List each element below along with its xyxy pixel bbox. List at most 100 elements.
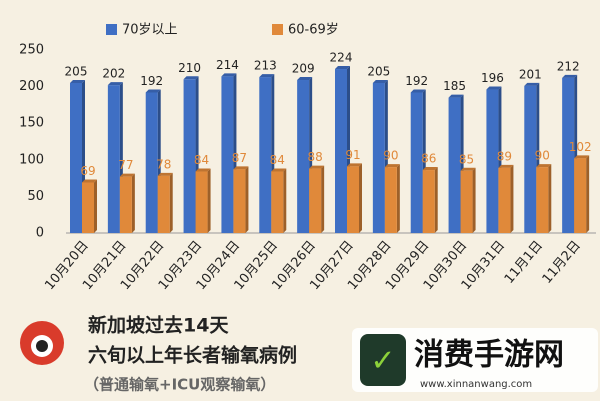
value-label: 69 [80, 164, 95, 178]
bar-depth [94, 179, 97, 233]
bar-depth [536, 164, 552, 168]
bar-depth [131, 173, 135, 233]
watermark-box [352, 328, 598, 392]
value-label: 205 [65, 64, 88, 78]
value-label: 214 [216, 58, 239, 72]
value-label: 102 [569, 140, 592, 154]
bar [574, 158, 587, 233]
bar [524, 85, 537, 233]
y-tick-label: 200 [19, 79, 44, 94]
bar-depth [183, 76, 199, 80]
bar-depth [460, 167, 476, 171]
bar [460, 170, 473, 233]
value-label: 185 [443, 79, 466, 93]
bar-depth [221, 73, 237, 77]
bar-depth [157, 172, 173, 176]
value-label: 87 [232, 151, 247, 165]
caption-line: 新加坡过去14天 [88, 314, 229, 337]
bar [498, 167, 511, 233]
watermark-logo-mark: ✓ [370, 344, 395, 379]
bar-depth [321, 165, 325, 233]
bar [422, 170, 435, 233]
bar-depth [586, 155, 590, 233]
value-label: 90 [383, 149, 398, 163]
bar [372, 82, 385, 233]
value-label: 89 [497, 149, 512, 163]
bar [562, 77, 575, 233]
bar [157, 175, 170, 233]
bar-depth [195, 168, 211, 172]
bar-depth [107, 82, 123, 86]
legend-swatch [106, 24, 117, 35]
bar [107, 85, 120, 233]
caption-line: （普通输氧+ICU观察输氧） [84, 376, 275, 394]
bar-depth [486, 86, 502, 90]
bar [486, 89, 499, 233]
bar [145, 92, 158, 234]
value-label: 213 [254, 59, 277, 73]
watermark-title: 消费手游网 [414, 338, 564, 373]
bar-depth [309, 165, 325, 169]
value-label: 196 [481, 71, 504, 85]
value-label: 192 [140, 74, 163, 88]
bar [347, 166, 359, 233]
bar-depth [207, 168, 211, 233]
y-tick-label: 150 [19, 116, 44, 131]
bar-depth [434, 167, 438, 233]
value-label: 78 [156, 157, 171, 171]
bar-depth [448, 94, 464, 98]
value-label: 84 [270, 153, 285, 167]
bar-depth [70, 79, 85, 83]
bar [221, 76, 234, 234]
bar [183, 79, 196, 233]
value-label: 84 [194, 153, 209, 167]
value-label: 77 [118, 158, 133, 172]
bar-depth [145, 89, 161, 93]
y-tick-label: 50 [27, 189, 44, 204]
value-label: 202 [102, 67, 125, 81]
bar [70, 82, 82, 233]
y-tick-label: 100 [19, 152, 44, 167]
bar-depth [335, 66, 350, 70]
bar [448, 97, 461, 233]
bar-depth [372, 79, 388, 83]
bar-depth [233, 166, 249, 170]
bar-depth [82, 179, 97, 183]
bar [536, 167, 549, 233]
value-label: 224 [330, 51, 353, 65]
bar-depth [283, 168, 287, 233]
y-tick-label: 0 [36, 226, 44, 241]
value-label: 86 [421, 152, 436, 166]
bar-depth [169, 172, 173, 233]
value-label: 90 [535, 149, 550, 163]
y-tick-label: 250 [19, 43, 44, 58]
bar-depth [574, 155, 590, 159]
value-label: 209 [292, 62, 315, 76]
bar-depth [347, 163, 362, 167]
bar [297, 80, 310, 234]
bar [119, 176, 132, 233]
bar-depth [510, 164, 514, 233]
bar-depth [396, 164, 400, 233]
bar [233, 169, 246, 233]
bar [82, 182, 94, 233]
bar-depth [259, 74, 275, 78]
bar-depth [245, 166, 249, 233]
bar [259, 77, 272, 233]
bar [335, 69, 347, 233]
watermark-url: www.xinnanwang.com [420, 379, 532, 390]
bar-depth [498, 164, 514, 168]
value-label: 201 [519, 67, 542, 81]
bar-depth [297, 77, 313, 81]
value-label: 91 [345, 148, 360, 162]
bar-depth [271, 168, 287, 172]
bar-depth [384, 164, 400, 168]
caption-line: 六旬以上年长者输氧病例 [88, 344, 297, 367]
value-label: 85 [459, 152, 474, 166]
bar-depth [422, 167, 438, 171]
value-label: 192 [405, 74, 428, 88]
value-label: 88 [308, 150, 323, 164]
bar [271, 171, 284, 233]
value-label: 212 [557, 59, 580, 73]
